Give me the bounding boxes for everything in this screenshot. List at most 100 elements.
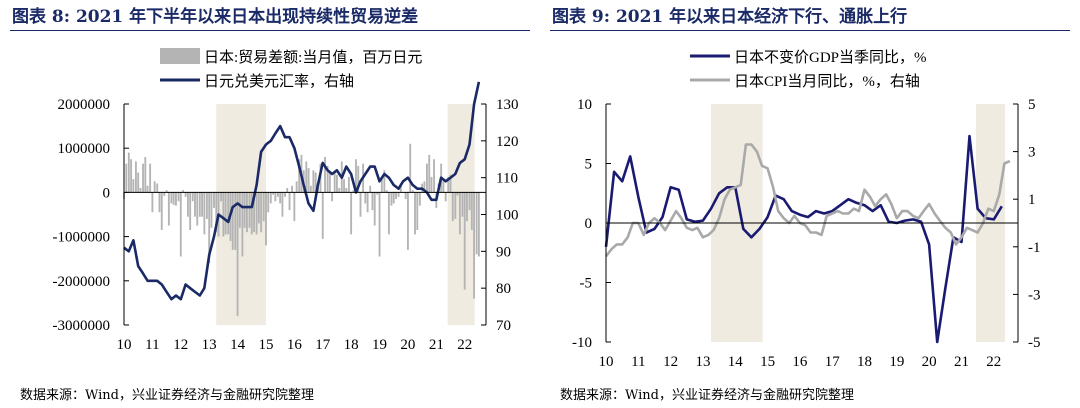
x-tick-label: 18 bbox=[344, 337, 359, 353]
bar bbox=[369, 185, 372, 193]
bar bbox=[241, 192, 244, 257]
bar bbox=[203, 192, 206, 235]
bar bbox=[416, 192, 419, 230]
bar bbox=[182, 190, 184, 193]
bar bbox=[189, 192, 192, 230]
bar bbox=[253, 192, 255, 233]
bar bbox=[326, 165, 329, 193]
bar bbox=[167, 192, 170, 226]
bar bbox=[234, 192, 237, 250]
bar bbox=[383, 170, 386, 193]
x-tick-label: 11 bbox=[631, 354, 645, 370]
bar bbox=[125, 163, 128, 193]
bar bbox=[208, 192, 211, 264]
bar bbox=[196, 192, 199, 226]
bar bbox=[291, 185, 294, 193]
bar bbox=[451, 192, 454, 222]
legend-label: 日元兑美元汇率，右轴 bbox=[204, 73, 354, 90]
bar bbox=[307, 168, 310, 193]
y-tick-label-left: -2000000 bbox=[53, 274, 111, 290]
bar bbox=[470, 192, 473, 230]
bar bbox=[373, 192, 376, 226]
y-tick-label-right: 5 bbox=[1028, 97, 1036, 113]
bar bbox=[146, 185, 149, 193]
bar bbox=[347, 176, 350, 193]
y-tick-label-left: 0 bbox=[585, 216, 593, 232]
bar bbox=[426, 163, 428, 193]
bar bbox=[414, 192, 416, 235]
bar bbox=[248, 192, 251, 228]
bar bbox=[331, 192, 334, 202]
x-tick-label: 14 bbox=[230, 337, 246, 353]
x-tick-label: 14 bbox=[728, 354, 744, 370]
bar bbox=[314, 172, 317, 193]
bar bbox=[321, 192, 324, 239]
bar bbox=[305, 161, 308, 193]
trade-balance-chart: -3000000 -2000000 -1000000 0 1000000 2000000 7… bbox=[53, 48, 519, 353]
y-tick-label-left: -1000000 bbox=[53, 230, 111, 246]
bar bbox=[163, 192, 166, 196]
bar bbox=[132, 179, 135, 193]
bar bbox=[127, 152, 130, 193]
bar bbox=[246, 192, 248, 233]
x-tick-label: 10 bbox=[117, 337, 132, 353]
bar bbox=[205, 192, 208, 219]
y-tick-label-right: 110 bbox=[496, 171, 518, 187]
y-tick-label-right: 1 bbox=[1028, 192, 1036, 208]
x-tick-label: 16 bbox=[792, 354, 808, 370]
bar bbox=[139, 187, 142, 193]
bar bbox=[328, 172, 331, 193]
bar bbox=[215, 192, 218, 233]
x-tick-label: 19 bbox=[372, 337, 387, 353]
bar bbox=[345, 187, 348, 193]
bar bbox=[371, 192, 374, 211]
bar bbox=[475, 192, 478, 255]
bar bbox=[406, 192, 409, 250]
bar bbox=[137, 172, 140, 193]
panel-trade-balance: 图表 8: 2021 年下半年以来日本出现持续性贸易逆差 -3000000 -20… bbox=[10, 7, 530, 403]
bar bbox=[466, 192, 468, 222]
bar bbox=[399, 183, 402, 193]
bar bbox=[156, 183, 159, 193]
bar bbox=[184, 192, 187, 197]
bar bbox=[352, 190, 355, 193]
x-tick-label: 20 bbox=[400, 337, 415, 353]
x-tick-label: 12 bbox=[663, 354, 678, 370]
bar bbox=[456, 192, 459, 196]
bar bbox=[366, 192, 369, 213]
bar bbox=[392, 192, 395, 204]
x-tick-label: 16 bbox=[287, 337, 303, 353]
bar bbox=[418, 192, 421, 206]
y-tick-label-right: 3 bbox=[1028, 145, 1036, 161]
bar bbox=[222, 192, 225, 237]
legend-label: 日本:贸易差额:当月值，百万日元 bbox=[204, 49, 422, 66]
bar bbox=[288, 192, 291, 211]
bar bbox=[160, 192, 163, 230]
y-tick-label-left: -10 bbox=[572, 335, 592, 351]
bar bbox=[255, 192, 258, 235]
x-tick-label: 22 bbox=[457, 337, 472, 353]
y-tick-label-right: -3 bbox=[1028, 287, 1041, 303]
bar bbox=[153, 181, 156, 193]
bar bbox=[355, 159, 357, 193]
bar bbox=[359, 192, 362, 217]
y-tick-label-right: 130 bbox=[496, 97, 519, 113]
bar-series bbox=[123, 143, 480, 317]
x-tick-label: 18 bbox=[857, 354, 872, 370]
x-tick-label: 11 bbox=[145, 337, 159, 353]
bar bbox=[236, 192, 239, 317]
bar bbox=[243, 192, 246, 228]
legend-swatch bbox=[160, 48, 200, 64]
bar bbox=[220, 192, 223, 202]
bar bbox=[224, 192, 227, 235]
y-tick-label-left: -3000000 bbox=[53, 318, 111, 334]
shaded-period bbox=[216, 104, 266, 325]
y-tick-label-left: 1000000 bbox=[58, 141, 111, 157]
x-tick-label: 17 bbox=[825, 354, 841, 370]
bar bbox=[130, 159, 133, 193]
y-tick-label-left: 5 bbox=[585, 157, 593, 173]
bar bbox=[274, 192, 277, 202]
y-tick-label-left: 2000000 bbox=[58, 97, 111, 113]
bar bbox=[357, 165, 360, 193]
